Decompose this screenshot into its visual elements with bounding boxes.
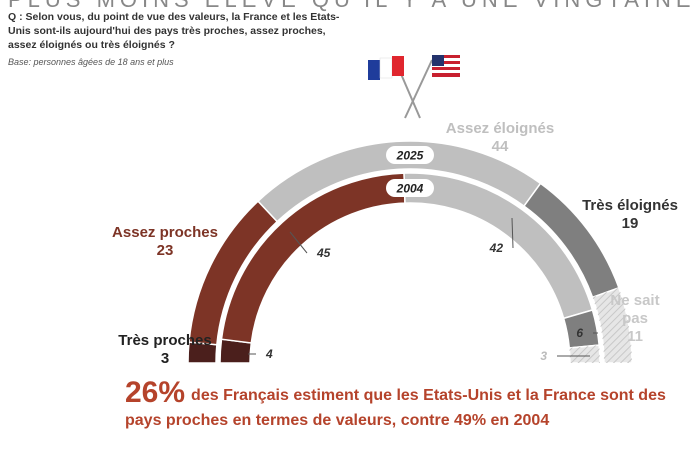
leader-line [511, 217, 514, 249]
year-label: 2004 [396, 182, 424, 196]
year-label: 2025 [396, 149, 424, 163]
base-note: Base: personnes âgées de 18 ans et plus [8, 57, 174, 67]
value-label: 42 [489, 241, 504, 255]
value-label: 3 [160, 350, 170, 367]
category-label: Très proches [118, 332, 212, 349]
value-label: 6 [576, 326, 583, 340]
leader-line [289, 231, 308, 254]
year-pill [386, 146, 434, 164]
hatch [569, 345, 600, 363]
value-label: 23 [156, 242, 174, 259]
year-pill [386, 179, 434, 197]
flags [368, 55, 460, 119]
value-label: 44 [491, 138, 509, 155]
value-label: 3 [540, 349, 547, 363]
highlight: 26% [125, 376, 186, 409]
value-label: 11 [627, 328, 643, 345]
category-label: Ne sait pas [610, 292, 660, 327]
value-label: 19 [621, 215, 639, 232]
category-label: Très éloignés [582, 197, 678, 214]
arc-segment [220, 172, 406, 344]
annotation: 26% des Français estiment que les Etats-U… [125, 378, 685, 433]
category-label: Assez proches [112, 224, 218, 241]
title: PLUS MOINS ÉLEVÉ QU'IL Y A UNE VINGTAINE [8, 0, 696, 13]
hatch [592, 287, 632, 363]
question: Q : Selon vous, du point de vue des vale… [8, 11, 340, 51]
value-label: 4 [265, 347, 273, 361]
value-label: 45 [316, 246, 331, 260]
annotation-text: des Français estiment que les Etats-Unis… [125, 387, 666, 429]
category-label: Assez éloignés [445, 120, 555, 137]
